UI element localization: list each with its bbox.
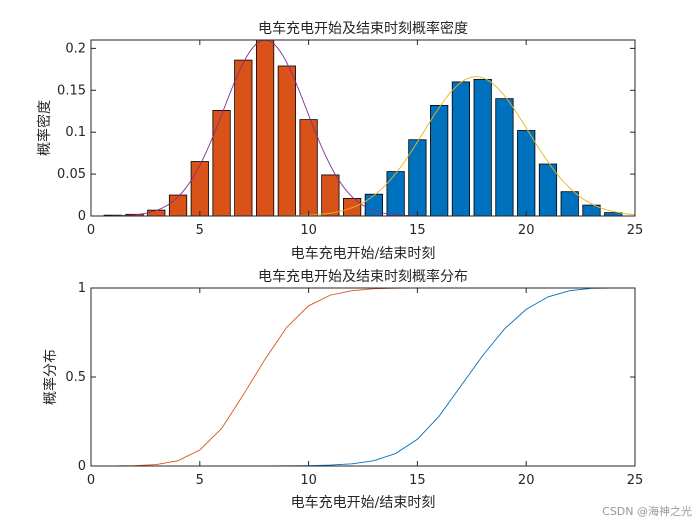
- pdf-xtick-label: 5: [196, 223, 204, 238]
- pdf-ylabel: 概率密度: [36, 100, 53, 156]
- cdf-xtick-label: 20: [518, 473, 535, 488]
- pdf-ytick-label: 0.1: [65, 125, 86, 140]
- pdf-xtick-label: 15: [409, 223, 426, 238]
- pdf-bar: [234, 59, 253, 217]
- cdf-xlabel: 电车充电开始/结束时刻: [291, 494, 436, 511]
- pdf-title: 电车充电开始及结束时刻概率密度: [258, 20, 468, 37]
- pdf-bar: [321, 174, 340, 217]
- pdf-xtick-label: 25: [627, 223, 644, 238]
- cdf-ytick-label: 0.5: [65, 370, 86, 385]
- cdf-ytick-label: 0: [78, 459, 86, 474]
- cdf-xtick-label: 10: [300, 473, 317, 488]
- cdf-plot-area: [91, 288, 635, 466]
- pdf-xtick-label: 10: [300, 223, 317, 238]
- pdf-bar: [517, 130, 536, 217]
- pdf-xtick-label: 0: [87, 223, 95, 238]
- cdf-xtick-label: 15: [409, 473, 426, 488]
- cdf-axes: 0 5 10 15 20 25 0 0.5 1 电车充电开始及结束时刻概率分布 电车充电开始/结…: [42, 268, 643, 511]
- pdf-bar: [560, 191, 579, 217]
- pdf-ytick-label: 0.05: [57, 167, 86, 182]
- cdf-ylabel: 概率分布: [42, 349, 59, 405]
- cdf-ytick-label: 1: [78, 281, 86, 296]
- pdf-bar: [168, 194, 188, 217]
- pdf-ytick-label: 0.15: [57, 83, 86, 98]
- pdf-bar: [495, 98, 514, 217]
- pdf-xtick-label: 20: [518, 223, 535, 238]
- pdf-axes-box: [90, 39, 636, 217]
- pdf-bar: [430, 104, 449, 217]
- pdf-ytick-label: 0.2: [65, 41, 86, 56]
- pdf-ytick-label: 0: [78, 209, 86, 224]
- pdf-bar: [343, 197, 362, 217]
- pdf-bar: [299, 119, 318, 217]
- cdf-xtick-label: 25: [627, 473, 644, 488]
- cdf-title: 电车充电开始及结束时刻概率分布: [258, 268, 468, 285]
- watermark: CSDN @海神之光: [602, 505, 692, 518]
- cdf-xtick-label: 5: [196, 473, 204, 488]
- cdf-xtick-label: 0: [87, 473, 95, 488]
- pdf-bar: [190, 161, 209, 217]
- pdf-bar: [255, 39, 275, 217]
- pdf-bar: [147, 209, 166, 217]
- pdf-bar: [473, 78, 492, 217]
- pdf-axes: 0 5 10 15 20 25 0 0.05 0.1 0.15 0.2 电车充电开始及结束时刻概率密…: [36, 20, 643, 262]
- pdf-xlabel: 电车充电开始/结束时刻: [291, 245, 436, 262]
- pdf-bar: [451, 81, 471, 217]
- pdf-bar: [538, 163, 558, 217]
- pdf-bar: [386, 171, 405, 217]
- pdf-bar: [212, 110, 231, 217]
- pdf-bar: [277, 65, 296, 217]
